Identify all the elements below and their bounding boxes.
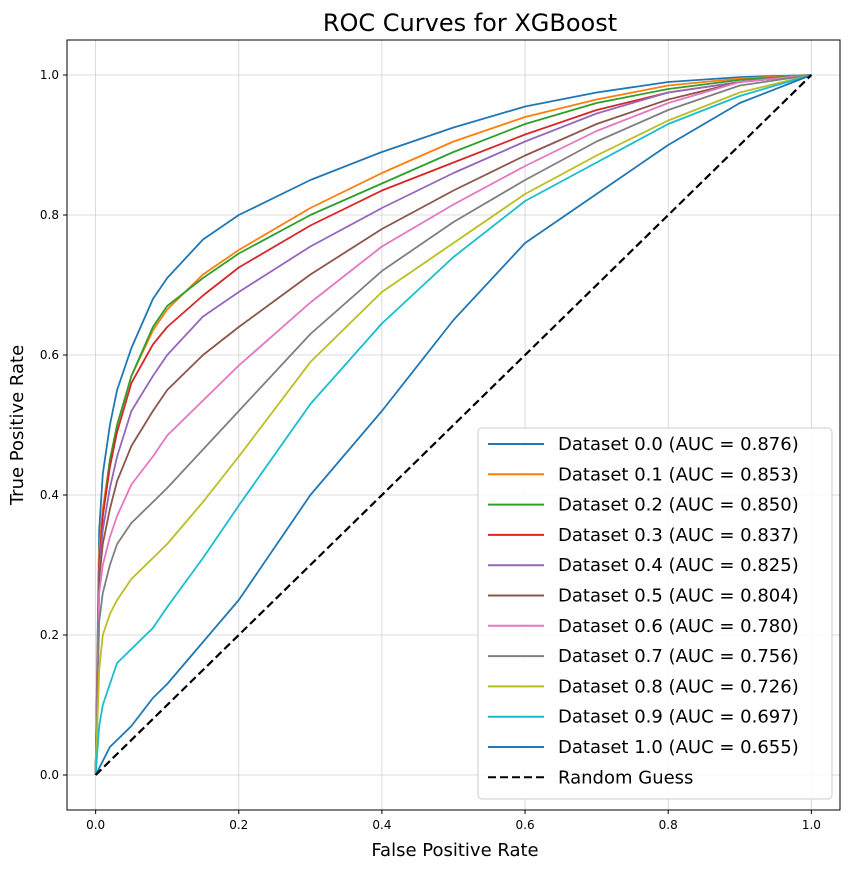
y-tick-label: 0.4: [40, 488, 59, 502]
legend-label: Dataset 0.6 (AUC = 0.780): [558, 616, 799, 637]
y-tick-label: 0.0: [40, 768, 59, 782]
roc-curve-10: [94, 74, 812, 776]
legend-label: Dataset 0.9 (AUC = 0.697): [558, 707, 799, 728]
x-tick-label: 0.4: [372, 818, 391, 832]
y-tick-label: 0.6: [40, 348, 59, 362]
legend-label: Dataset 0.1 (AUC = 0.853): [558, 464, 799, 485]
roc-curve-4: [94, 74, 812, 776]
legend-label: Dataset 0.3 (AUC = 0.837): [558, 525, 799, 546]
roc-curve-8: [94, 74, 812, 776]
legend-label: Dataset 0.2 (AUC = 0.850): [558, 495, 799, 516]
x-axis-label: False Positive Rate: [371, 840, 538, 861]
roc-curve-3: [94, 74, 812, 776]
roc-curve-5: [94, 74, 812, 776]
x-tick-label: 0.0: [86, 818, 105, 832]
roc-curve-6: [94, 74, 812, 776]
roc-curve-7: [94, 74, 812, 776]
x-tick-label: 0.8: [659, 818, 678, 832]
series-lines: [94, 74, 813, 776]
axis-ticks: 0.0 0.2 0.4 0.6 0.8 1.0 0.0 0.2 0.4 0.6 0.8 1.0: [40, 68, 821, 832]
plot-frame: [66, 39, 841, 811]
legend-label: Dataset 0.4 (AUC = 0.825): [558, 555, 799, 576]
legend-label: Dataset 1.0 (AUC = 0.655): [558, 737, 799, 758]
chart-title: ROC Curves for XGBoost: [323, 9, 617, 37]
legend-label: Dataset 0.5 (AUC = 0.804): [558, 586, 799, 607]
random-guess-line: [94, 74, 813, 776]
legend-label: Dataset 0.7 (AUC = 0.756): [558, 646, 799, 667]
roc-curve-9: [94, 74, 812, 776]
legend-label: Dataset 0.0 (AUC = 0.876): [558, 434, 799, 455]
legend-box: [477, 427, 833, 800]
legend: Dataset 0.0 (AUC = 0.876) Dataset 0.1 (AU…: [477, 427, 833, 800]
x-tick-label: 0.2: [229, 818, 248, 832]
grid: [67, 40, 840, 810]
x-tick-label: 1.0: [802, 818, 821, 832]
y-axis-label: True Positive Rate: [7, 345, 28, 506]
roc-curve-0: [94, 74, 812, 776]
x-tick-label: 0.6: [516, 818, 535, 832]
y-tick-label: 0.2: [40, 628, 59, 642]
y-tick-label: 0.8: [40, 208, 59, 222]
legend-label: Dataset 0.8 (AUC = 0.726): [558, 676, 799, 697]
y-tick-label: 1.0: [40, 68, 59, 82]
legend-label: Random Guess: [558, 767, 693, 788]
